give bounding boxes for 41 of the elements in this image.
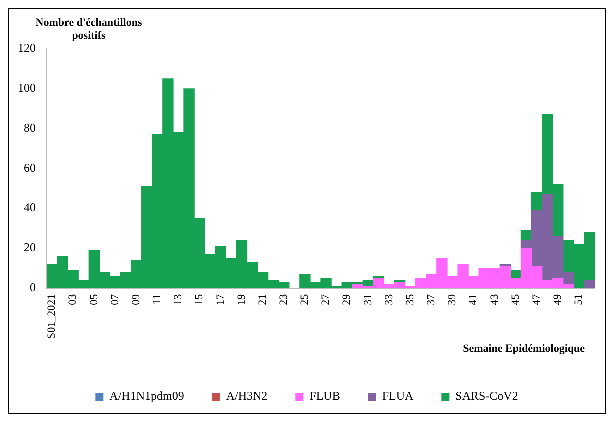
x-tick-label: 13 — [172, 294, 185, 306]
legend-label: FLUB — [310, 389, 340, 404]
x-tick-label: 41 — [468, 294, 480, 306]
y-tick-label: 120 — [18, 41, 36, 56]
x-axis-title: Semaine Epidémiologique — [463, 342, 586, 355]
legend-label: A/H1N1pdm09 — [110, 389, 184, 404]
x-tick-label: 21 — [256, 294, 269, 306]
y-tick-label: 20 — [24, 240, 36, 255]
legend-label: SARS-CoV2 — [456, 389, 518, 404]
x-tick-label: 33 — [383, 294, 396, 306]
legend-label: A/H3N2 — [226, 389, 268, 404]
x-tick-label: 15 — [194, 294, 206, 306]
y-tick-label: 100 — [18, 81, 36, 96]
x-tick-label: 29 — [341, 294, 354, 306]
x-tick-label: 03 — [67, 294, 80, 306]
x-tick-label: 25 — [299, 294, 312, 306]
x-tick-label: 35 — [404, 294, 416, 306]
x-tick-label: 09 — [130, 294, 142, 306]
x-tick-label: 39 — [446, 294, 459, 306]
x-tick-label: S01_2021 — [46, 294, 58, 340]
x-tick-label: 37 — [426, 294, 438, 306]
legend-label: FLUA — [382, 389, 414, 404]
x-tick-label: 23 — [278, 294, 290, 306]
x-tick-label: 31 — [362, 294, 374, 306]
x-tick-label: 17 — [214, 294, 227, 306]
y-tick-label: 40 — [24, 200, 36, 215]
x-tick-label: 27 — [320, 294, 332, 306]
y-tick-label: 0 — [30, 280, 36, 295]
x-tick-label: 07 — [109, 294, 122, 306]
bar — [584, 280, 596, 288]
x-tick-label: 43 — [488, 294, 501, 306]
x-tick-label: 49 — [552, 294, 564, 306]
x-tick-label: 51 — [573, 294, 586, 306]
y-axis-title: Nombre d'échantillons positifs — [36, 16, 143, 42]
x-tick-label: 19 — [236, 294, 248, 306]
y-tick-label: 80 — [24, 120, 36, 135]
x-tick-label: 45 — [510, 294, 522, 306]
x-tick-label: 47 — [530, 294, 543, 306]
x-tick-label: 11 — [152, 294, 164, 305]
y-tick-label: 60 — [24, 160, 36, 175]
x-tick-label: 05 — [88, 294, 100, 306]
